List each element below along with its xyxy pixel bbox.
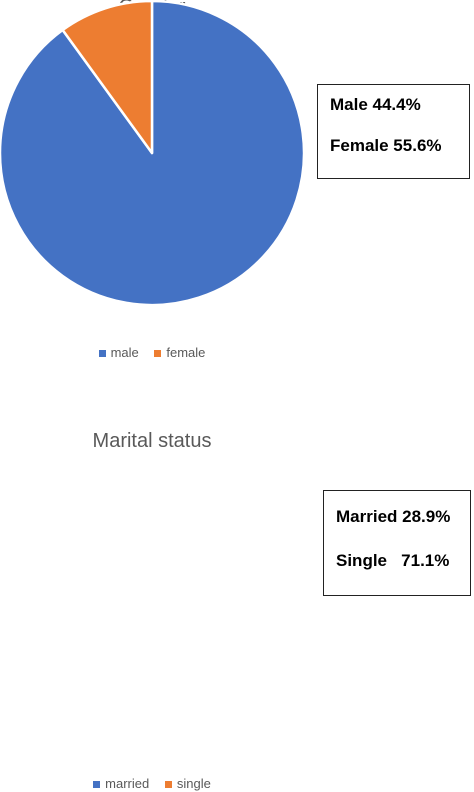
summary-line-female: Female 55.6%: [330, 136, 442, 155]
legend-swatch: [164, 781, 172, 789]
legend-item-single: single: [164, 776, 211, 791]
legend-label: single: [176, 776, 211, 791]
legend-label: male: [110, 345, 139, 360]
summary-line-single: Single 71.1%: [336, 551, 450, 570]
summary-box: Married 28.9% Single 71.1%: [323, 490, 471, 596]
summary-box: Male 44.4% Female 55.6%: [317, 84, 470, 179]
legend-item-male: male: [98, 345, 139, 360]
legend: married single: [0, 776, 304, 791]
chart-title: Marital status: [92, 430, 212, 452]
legend-label: married: [105, 776, 150, 791]
summary-line-married: Married 28.9%: [336, 507, 451, 526]
marital-status-pie: [0, 0, 304, 305]
legend: male female: [0, 345, 304, 360]
legend-swatch: [93, 781, 101, 789]
legend-item-female: female: [154, 345, 205, 360]
summary-line-male: Male 44.4%: [330, 95, 421, 114]
pie-slice-single: [61, 0, 154, 155]
legend-swatch: [154, 350, 162, 358]
legend-label: female: [166, 345, 206, 360]
marital-status-chart: Marital status married single Married 28…: [0, 420, 474, 792]
gender-chart: Gender male female Male 44.4% Female 55.…: [0, 0, 474, 380]
legend-swatch: [98, 350, 106, 358]
legend-item-married: married: [93, 776, 149, 791]
